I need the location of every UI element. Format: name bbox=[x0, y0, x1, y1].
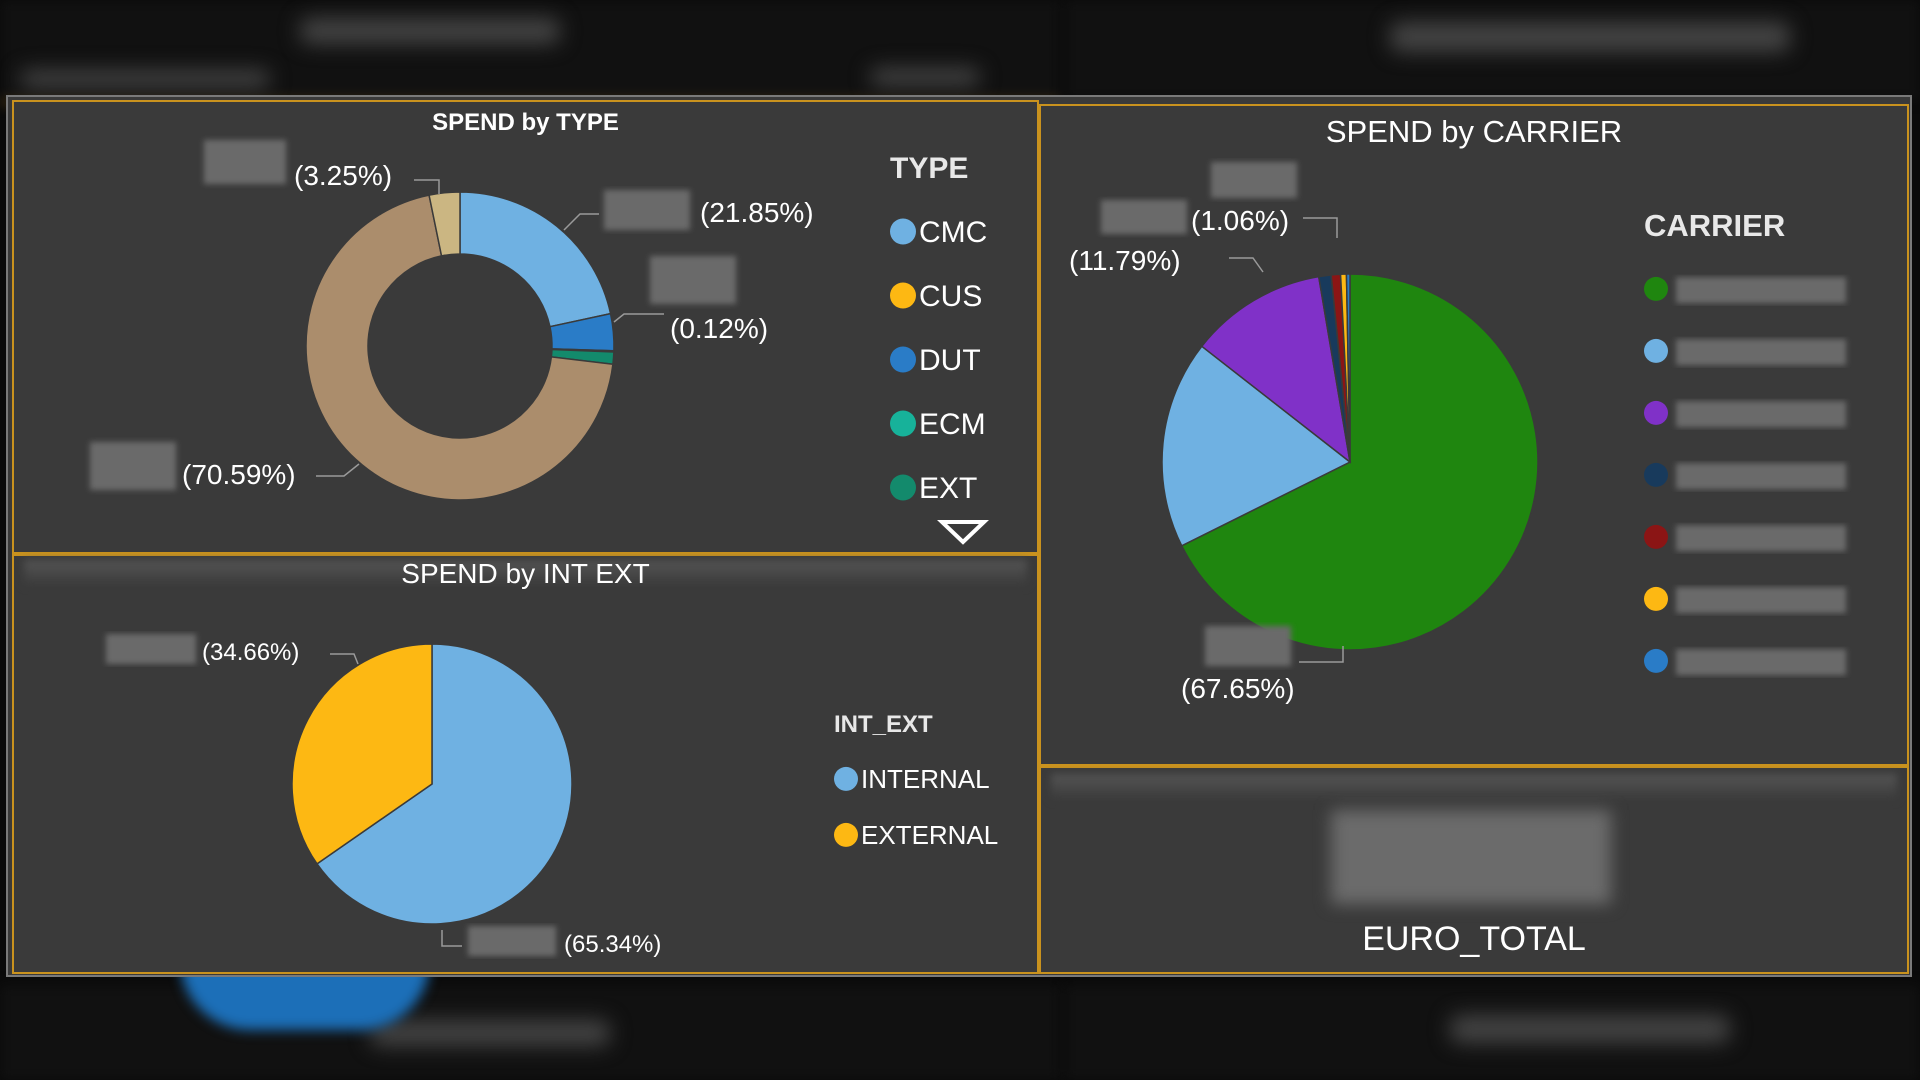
pie-slice-0[interactable] bbox=[459, 191, 612, 328]
leader-line-7 bbox=[1229, 257, 1264, 273]
kpi-label: EURO_TOTAL bbox=[1362, 920, 1586, 958]
leader-line-1 bbox=[563, 213, 599, 231]
type-legend-label-4[interactable]: EXT bbox=[919, 472, 977, 505]
slice-label-cmc: (21.85%) bbox=[700, 197, 814, 228]
intext-legend-dot-0[interactable] bbox=[834, 766, 858, 791]
slice-label-external: (34.66%) bbox=[202, 639, 299, 666]
leader-line-8 bbox=[1299, 646, 1344, 663]
type-legend-label-2[interactable]: DUT bbox=[919, 344, 981, 377]
legend-scroll-down-icon[interactable] bbox=[937, 520, 989, 545]
spend-by-int-ext-panel: SPEND by INT EXT INT_EXT INTERNAL EXTERNAL… bbox=[12, 554, 1039, 974]
type-legend-dot-0[interactable] bbox=[890, 218, 916, 245]
carrier-legend-dot-2[interactable] bbox=[1644, 400, 1668, 425]
intext-legend-dot-1[interactable] bbox=[834, 822, 858, 847]
leader-line-0 bbox=[414, 179, 440, 194]
pie-slice-2[interactable] bbox=[1200, 275, 1352, 464]
carrier-legend-dot-0[interactable] bbox=[1644, 276, 1668, 301]
pie-slice-1[interactable] bbox=[291, 643, 433, 865]
spend-by-type-panel: SPEND by TYPE TYPE CMC CUS DUT ECM EXT (3.25%)… bbox=[12, 100, 1039, 554]
leader-line-5 bbox=[441, 930, 462, 947]
leader-line-4 bbox=[330, 653, 359, 665]
leader-line-2 bbox=[613, 313, 664, 323]
slice-value-redacted-6 bbox=[1211, 162, 1297, 198]
carrier-legend-dot-6[interactable] bbox=[1644, 648, 1668, 673]
carrier-legend-dot-5[interactable] bbox=[1644, 586, 1668, 611]
slice-value-redacted-4 bbox=[106, 634, 196, 664]
type-legend-label-0[interactable]: CMC bbox=[919, 216, 987, 249]
type-legend-dot-1[interactable] bbox=[890, 282, 916, 309]
pie-slice-4[interactable] bbox=[305, 194, 614, 501]
legend-title: INT_EXT bbox=[834, 711, 933, 738]
legend-title: CARRIER bbox=[1644, 208, 1785, 243]
carrier-legend-label-redacted-0 bbox=[1676, 277, 1846, 304]
intext-legend-label-1[interactable]: EXTERNAL bbox=[861, 820, 998, 850]
slice-value-redacted-5 bbox=[468, 926, 556, 956]
slice-value-redacted-8 bbox=[1205, 626, 1291, 666]
donut-chart-type: TYPE CMC CUS DUT ECM EXT (3.25%) (21.85%) (0.12%… bbox=[90, 140, 989, 545]
slice-label-carrier-4: (1.06%) bbox=[1191, 205, 1289, 236]
type-legend-label-1[interactable]: CUS bbox=[919, 280, 982, 313]
leader-line-3 bbox=[316, 463, 360, 477]
carrier-legend-label-redacted-6 bbox=[1676, 649, 1846, 676]
slice-label-ecm: (0.12%) bbox=[670, 313, 768, 344]
carrier-legend-dot-1[interactable] bbox=[1644, 338, 1668, 363]
pie-slice-0[interactable] bbox=[315, 643, 573, 925]
slice-label-cus: (3.25%) bbox=[294, 160, 392, 191]
legend-title: TYPE bbox=[890, 152, 968, 185]
slice-label-carrier-1: (67.65%) bbox=[1181, 673, 1295, 704]
panel-title: SPEND by TYPE bbox=[432, 109, 619, 136]
pie-chart-carrier: CARRIER (1.06%) (11.79%) (67.65%) bbox=[1069, 162, 1846, 704]
type-legend-label-3[interactable]: ECM bbox=[919, 408, 986, 441]
carrier-legend-label-redacted-3 bbox=[1676, 463, 1846, 490]
slice-label-internal: (65.34%) bbox=[564, 931, 661, 958]
panel-title: SPEND by CARRIER bbox=[1325, 114, 1623, 149]
pie-slice-1[interactable] bbox=[1161, 345, 1352, 547]
slice-label-ext: (70.59%) bbox=[182, 459, 296, 490]
carrier-legend-dot-4[interactable] bbox=[1644, 524, 1668, 549]
slice-value-redacted-3 bbox=[90, 442, 176, 490]
slice-value-redacted-1 bbox=[604, 190, 690, 230]
spend-by-carrier-panel: SPEND by CARRIER CARRIER (1.06%) (11.79%) (… bbox=[1039, 104, 1909, 766]
carrier-legend-dot-3[interactable] bbox=[1644, 462, 1668, 487]
panel-title: SPEND by INT EXT bbox=[401, 558, 650, 589]
pie-chart-int-ext: INT_EXT INTERNAL EXTERNAL (34.66%) (65.34%) bbox=[106, 634, 998, 958]
type-legend-dot-2[interactable] bbox=[890, 346, 916, 373]
type-legend-dot-4[interactable] bbox=[890, 474, 916, 501]
leader-line-6 bbox=[1303, 217, 1338, 238]
euro-total-panel: EURO_TOTAL bbox=[1039, 766, 1909, 974]
pie-slice-6[interactable] bbox=[1345, 273, 1351, 463]
slice-value-redacted-2 bbox=[650, 256, 736, 304]
carrier-legend-label-redacted-2 bbox=[1676, 401, 1846, 428]
carrier-legend-label-redacted-4 bbox=[1676, 525, 1846, 552]
carrier-legend-label-redacted-5 bbox=[1676, 587, 1846, 614]
slice-value-redacted-7 bbox=[1101, 200, 1187, 234]
slice-value-redacted-0 bbox=[204, 140, 286, 184]
intext-legend-label-0[interactable]: INTERNAL bbox=[861, 764, 990, 794]
carrier-legend-label-redacted-1 bbox=[1676, 339, 1846, 366]
type-legend-dot-3[interactable] bbox=[890, 410, 916, 437]
slice-label-carrier-3: (11.79%) bbox=[1069, 245, 1181, 276]
kpi-value-redacted bbox=[1331, 810, 1611, 904]
